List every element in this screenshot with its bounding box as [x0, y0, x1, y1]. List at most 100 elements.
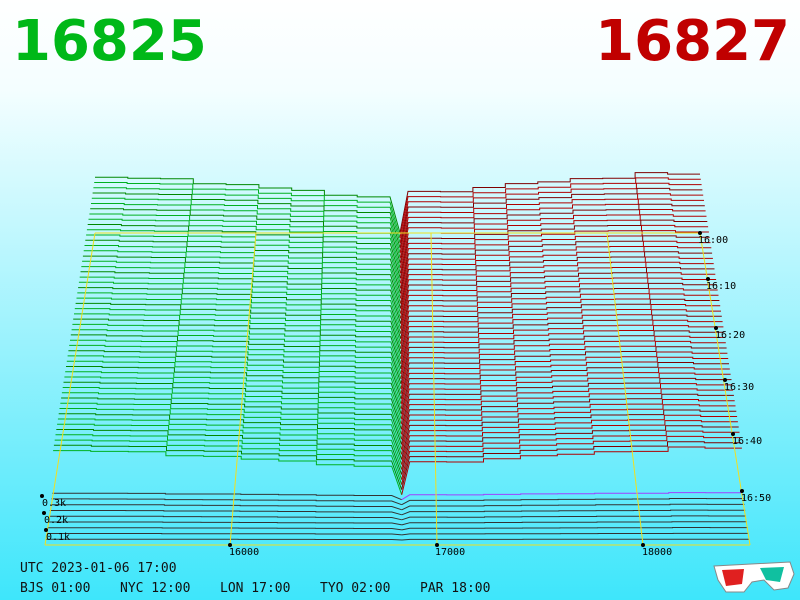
- ask-depth-line: [401, 503, 745, 511]
- ask-depth-line: [401, 414, 738, 465]
- bid-depth-line: [91, 203, 401, 259]
- bid-depth-line: [92, 192, 401, 249]
- ask-depth-line: [399, 240, 711, 299]
- volume-axis: 0.3k 0.2k 0.1k: [40, 494, 70, 543]
- ask-depth-line: [401, 527, 748, 531]
- ask-depth-line: [401, 409, 737, 460]
- zone-time: TYO 02:00: [320, 581, 390, 596]
- bid-depth-line: [45, 538, 403, 541]
- ask-depth-line: [401, 492, 743, 501]
- ask-depth-line: [400, 346, 727, 400]
- ask-depth-line: [400, 367, 730, 420]
- price-label: 17000: [435, 547, 465, 558]
- bid-depth-line: [74, 313, 402, 364]
- bid-depth-line: [58, 413, 402, 460]
- zone-time: BJS 01:00: [20, 581, 90, 596]
- bid-depth-line: [53, 450, 403, 495]
- ask-depth-line: [400, 335, 725, 390]
- bid-depth-line: [95, 176, 401, 234]
- depth-lines: [45, 172, 750, 546]
- volume-label: 0.1k: [46, 532, 70, 543]
- ask-depth-line: [400, 399, 735, 450]
- ask-depth-line: [400, 267, 715, 324]
- ask-depth-line: [399, 209, 706, 269]
- bid-depth-line: [56, 429, 402, 475]
- bid-depth-line: [69, 344, 402, 395]
- bid-depth-line: [71, 329, 402, 380]
- time-label: 16:20: [715, 330, 745, 341]
- bid-depth-line: [94, 182, 401, 239]
- bid-depth-line: [47, 527, 402, 531]
- bid-depth-line: [67, 355, 402, 405]
- zone-time: PAR 18:00: [420, 581, 490, 596]
- time-label: 16:00: [698, 235, 728, 246]
- ask-depth-line: [400, 261, 714, 319]
- ask-depth-line: [399, 193, 704, 254]
- ask-depth-line: [399, 198, 704, 259]
- bid-depth-line: [73, 318, 402, 370]
- ask-depth-line: [400, 319, 723, 375]
- bid-depth-line: [68, 350, 402, 400]
- time-axis: 16:00 16:10 16:20 16:30 16:40 16:50: [698, 231, 771, 504]
- ask-depth-line: [400, 340, 726, 395]
- bid-price: 16825: [12, 9, 207, 74]
- ask-depth-line: [400, 393, 734, 445]
- ask-depth-line: [399, 224, 709, 284]
- utc-time: UTC 2023-01-06 17:00: [20, 561, 177, 576]
- bid-depth-line: [75, 302, 402, 354]
- bid-depth-line: [49, 510, 402, 516]
- bid-depth-line: [53, 444, 403, 490]
- price-label: 16000: [229, 547, 259, 558]
- bid-depth-line: [46, 533, 402, 536]
- bid-depth-line: [91, 197, 401, 254]
- ask-depth-line: [401, 515, 746, 521]
- bid-depth-line: [89, 213, 401, 269]
- bid-depth-line: [63, 381, 402, 430]
- bid-depth-line: [70, 339, 402, 390]
- ask-depth-line: [400, 356, 729, 410]
- ask-depth-line: [399, 203, 705, 264]
- ask-depth-line: [400, 288, 718, 344]
- time-label: 16:30: [724, 382, 754, 393]
- bid-depth-line: [57, 423, 402, 470]
- ask-depth-line: [400, 246, 712, 304]
- price-label: 18000: [642, 547, 672, 558]
- ask-depth-line: [400, 298, 720, 354]
- volume-label: 0.2k: [44, 515, 68, 526]
- ask-depth-line: [399, 182, 702, 244]
- ask-depth-line: [401, 420, 738, 470]
- bid-depth-line: [55, 434, 403, 480]
- ask-depth-line: [400, 251, 713, 309]
- time-label: 16:10: [706, 281, 736, 292]
- ask-depth-line: [400, 383, 733, 435]
- grid-frame: [44, 232, 751, 546]
- ask-depth-line: [400, 314, 722, 370]
- bid-depth-line: [61, 392, 402, 440]
- ask-depth-line: [400, 388, 734, 440]
- bid-depth-line: [87, 224, 401, 279]
- bid-depth-line: [59, 408, 402, 455]
- ask-depth-line: [400, 277, 717, 334]
- ask-depth-line: [401, 532, 749, 536]
- bid-depth-line: [62, 387, 402, 435]
- bid-depth-line: [57, 418, 402, 465]
- bid-depth-line: [74, 308, 402, 359]
- bid-depth-line: [65, 371, 402, 420]
- bid-depth-line: [80, 271, 402, 324]
- ask-depth-line: [400, 362, 729, 415]
- bid-depth-line: [64, 376, 402, 425]
- ask-depth-line: [400, 304, 721, 359]
- ask-depth-line: [401, 425, 739, 475]
- ask-depth-line: [401, 498, 744, 506]
- ask-depth-line: [400, 404, 736, 455]
- ask-depth-line: [400, 325, 724, 380]
- ask-depth-line: [401, 509, 746, 516]
- ask-depth-line: [400, 330, 725, 385]
- ask-depth-line: [400, 256, 713, 314]
- bid-depth-line: [52, 492, 402, 501]
- 3d-glasses-button[interactable]: [713, 561, 795, 593]
- bid-depth-line: [78, 287, 402, 339]
- ask-depth-line: [400, 282, 717, 339]
